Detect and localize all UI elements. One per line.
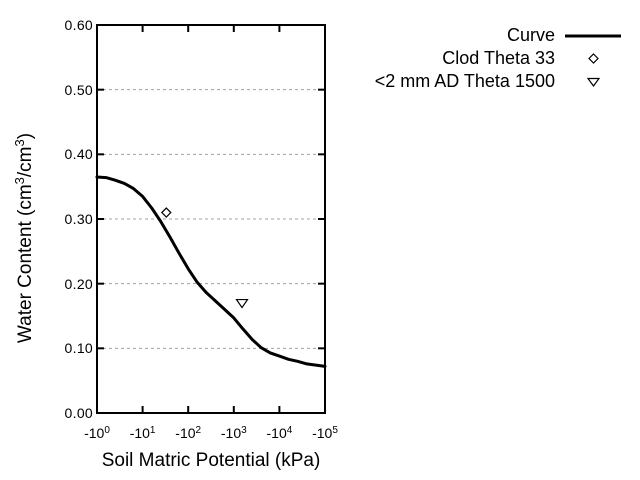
x-tick-label: -100	[84, 424, 110, 445]
y-tick-label: 0.30	[64, 211, 93, 227]
legend-label-curve: Curve	[506, 25, 555, 45]
x-tick-label: -103	[221, 424, 247, 445]
y-axis-title-text: Water Content (cm	[15, 184, 36, 344]
legend-label-clod-theta-33: Clod Theta 33	[442, 48, 555, 68]
legend-entry-ad-theta-1500: <2 mm AD Theta 1500	[375, 70, 621, 93]
x-tick-exponent: 1	[149, 425, 156, 436]
y-axis-title-sup: 3	[12, 177, 27, 185]
x-tick-base: -10	[175, 425, 196, 441]
x-tick-label: -104	[266, 424, 292, 445]
x-tick-base: -10	[266, 425, 287, 441]
x-tick-base: -10	[129, 425, 150, 441]
x-tick-exponent: 2	[195, 425, 202, 436]
y-tick-label: 0.10	[64, 340, 93, 357]
x-tick-exponent: 0	[104, 425, 110, 436]
x-tick-base: -10	[220, 425, 242, 441]
legend-line-sample-icon	[565, 31, 621, 41]
y-tick-label: 0.40	[64, 146, 93, 163]
triangle-down-marker-icon	[235, 298, 249, 309]
diamond-marker-icon	[160, 207, 172, 218]
x-tick-exponent: 4	[286, 425, 293, 436]
legend: Curve Clod Theta 33 <2 mm AD Theta 1500	[375, 24, 621, 93]
y-tick-label: 0.60	[64, 17, 93, 33]
x-tick-exponent: 5	[332, 425, 338, 436]
x-axis-title: Soil Matric Potential (kPa)	[101, 450, 321, 471]
y-tick-label: 0.50	[64, 81, 93, 98]
x-tick-exponent: 3	[241, 425, 247, 436]
y-axis-title: Water Content (cm3/cm3)	[12, 133, 37, 344]
triangle-down-marker-icon	[565, 77, 621, 87]
x-tick-label: -105	[312, 424, 338, 445]
x-tick-base: -10	[312, 425, 333, 441]
legend-entry-curve: Curve	[375, 24, 621, 47]
retention-curve	[95, 175, 327, 368]
diamond-marker-icon	[565, 53, 621, 64]
y-tick-label: 0.00	[64, 405, 93, 421]
legend-label-ad-theta-1500: <2 mm AD Theta 1500	[374, 71, 555, 91]
x-tick-label: -101	[130, 424, 156, 445]
y-tick-label: 0.20	[64, 275, 93, 292]
x-tick-base: -10	[84, 425, 105, 441]
x-tick-label: -102	[175, 424, 201, 445]
legend-entry-clod-theta-33: Clod Theta 33	[375, 47, 621, 70]
